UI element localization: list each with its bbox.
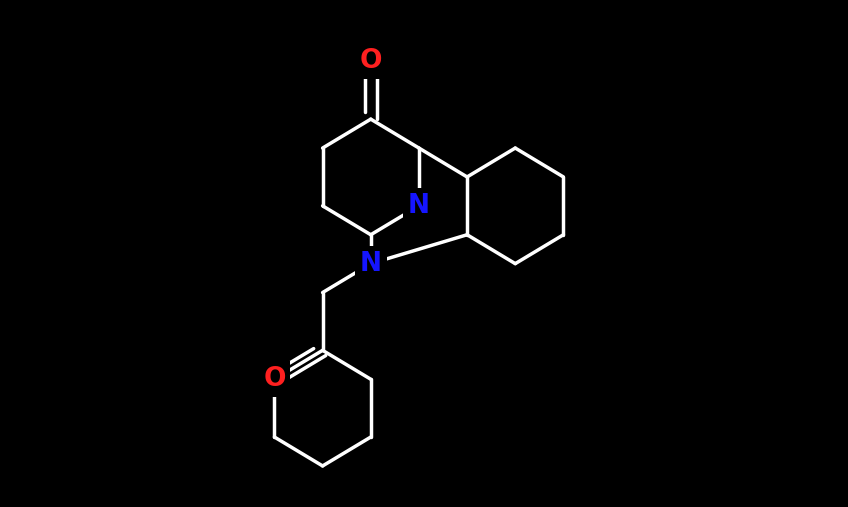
Text: O: O bbox=[263, 366, 286, 392]
Text: O: O bbox=[360, 48, 382, 74]
Text: N: N bbox=[408, 193, 430, 219]
Text: N: N bbox=[360, 250, 382, 277]
